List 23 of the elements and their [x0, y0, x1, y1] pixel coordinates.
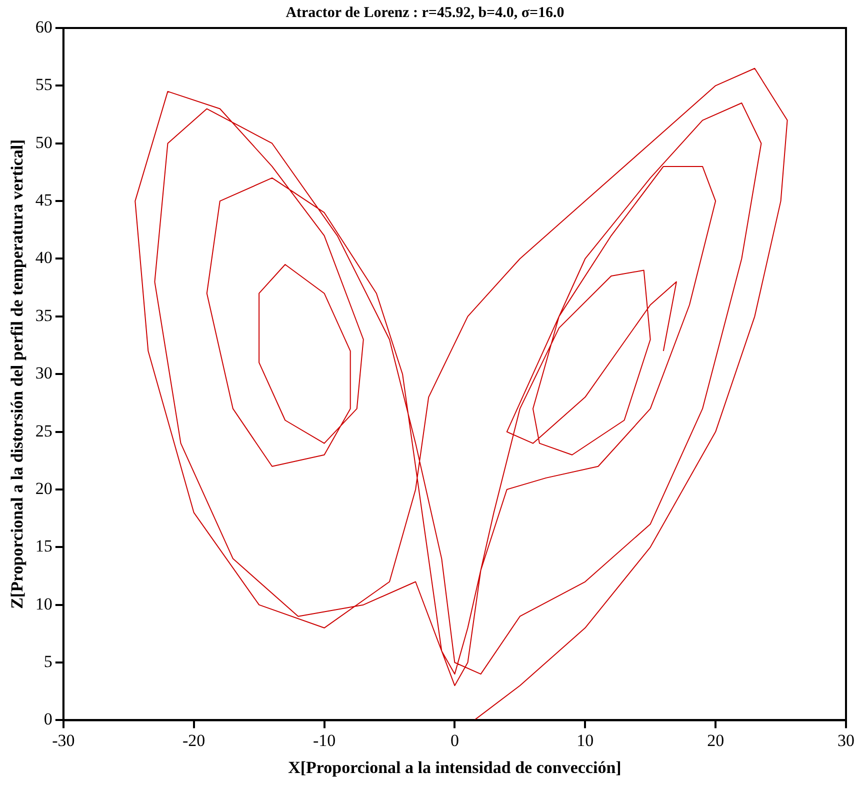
x-tick-label: -20 [182, 730, 206, 750]
y-tick-label: 55 [35, 75, 52, 94]
y-tick-label: 5 [44, 652, 52, 671]
y-tick-label: 10 [35, 594, 52, 614]
y-tick-label: 30 [35, 364, 52, 383]
x-tick-label: 10 [576, 730, 594, 750]
y-tick-label: 25 [35, 421, 52, 440]
x-tick-label: -30 [52, 730, 75, 750]
x-tick-label: 30 [838, 730, 854, 750]
x-tick-label: -10 [312, 730, 336, 750]
x-tick-label: 20 [707, 730, 724, 750]
x-axis-title: X[Proporcional a la intensidad de convección] [288, 758, 622, 778]
y-tick-label: 0 [44, 710, 52, 729]
x-tick-label: 0 [450, 730, 459, 750]
y-tick-label: 50 [35, 132, 52, 152]
y-tick-label: 20 [35, 478, 52, 498]
y-tick-label: 60 [35, 17, 52, 36]
y-tick-label: 35 [35, 306, 52, 325]
y-tick-label: 45 [35, 190, 52, 210]
y-tick-label: 40 [35, 248, 52, 268]
y-tick-label: 15 [35, 536, 52, 556]
chart-title: Atractor de Lorenz : r=45.92, b=4.0, σ=16.0 [286, 4, 564, 21]
y-axis-title: Z[Proporcional a la distorsión del perfil de temperatura vertical] [8, 139, 27, 609]
